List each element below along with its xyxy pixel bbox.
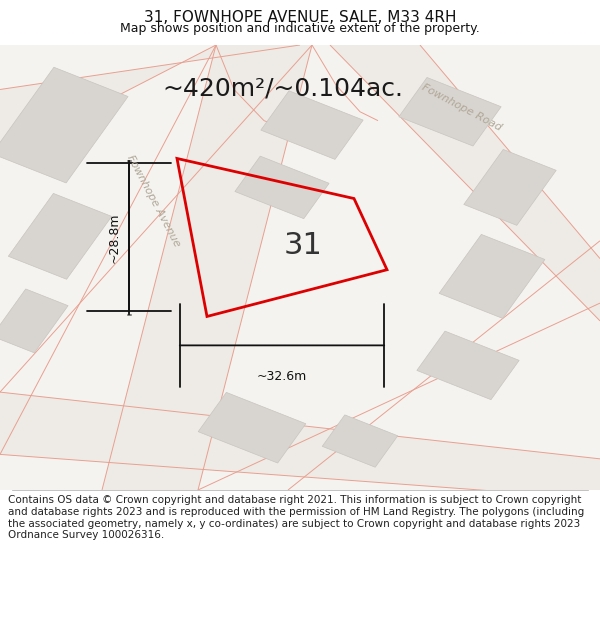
Polygon shape (464, 149, 556, 226)
Polygon shape (417, 331, 519, 399)
Text: ~32.6m: ~32.6m (257, 370, 307, 383)
Polygon shape (198, 392, 306, 463)
Polygon shape (102, 45, 312, 490)
Text: Fownhope Avenue: Fownhope Avenue (125, 153, 181, 248)
Text: 31, FOWNHOPE AVENUE, SALE, M33 4RH: 31, FOWNHOPE AVENUE, SALE, M33 4RH (144, 10, 456, 25)
Polygon shape (235, 156, 329, 219)
Polygon shape (399, 78, 501, 146)
Polygon shape (8, 193, 112, 279)
Text: 31: 31 (284, 231, 322, 260)
Text: Contains OS data © Crown copyright and database right 2021. This information is : Contains OS data © Crown copyright and d… (8, 496, 584, 540)
Text: Fownhope Road: Fownhope Road (421, 82, 503, 132)
Polygon shape (330, 45, 600, 321)
Polygon shape (0, 392, 600, 499)
Polygon shape (0, 45, 300, 156)
Polygon shape (0, 289, 68, 353)
Polygon shape (0, 68, 128, 183)
Text: ~420m²/~0.104ac.: ~420m²/~0.104ac. (162, 76, 403, 100)
Polygon shape (261, 91, 363, 159)
Text: ~28.8m: ~28.8m (107, 213, 121, 262)
Text: Map shows position and indicative extent of the property.: Map shows position and indicative extent… (120, 22, 480, 35)
Polygon shape (322, 415, 398, 468)
Polygon shape (439, 234, 545, 318)
